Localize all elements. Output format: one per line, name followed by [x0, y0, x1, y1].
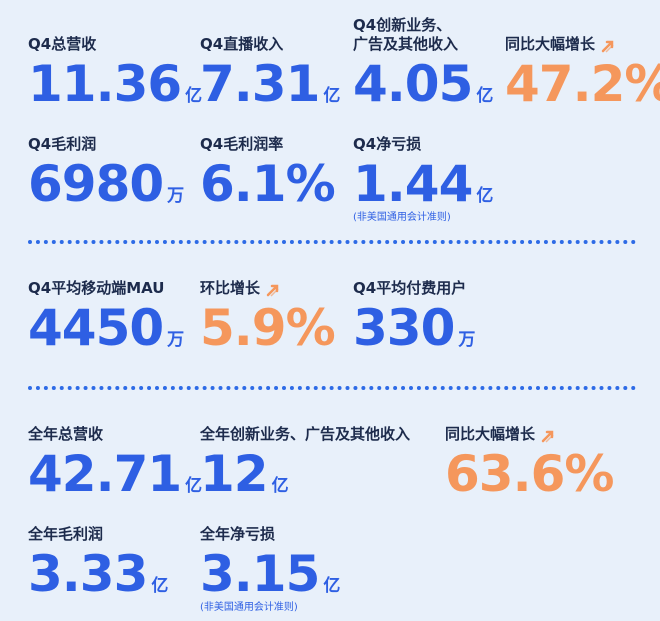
metric-label: 同比大幅增长 — [445, 425, 557, 444]
metric-value: 42.71 — [28, 445, 182, 503]
value-row: 4.05 亿 — [353, 58, 493, 110]
metric-value: 5.9% — [200, 299, 336, 357]
value-row: 3.33 亿 — [28, 548, 168, 600]
metric: 全年创新业务、广告及其他收入 12 亿 — [200, 425, 410, 500]
metric: Q4平均付费用户 330 万 — [353, 279, 475, 354]
value-row: 1.44 亿 — [353, 158, 493, 210]
metric: 同比大幅增长 47.2% — [505, 35, 660, 110]
value-row: 12 亿 — [200, 448, 289, 500]
dotted-separator — [28, 386, 636, 390]
metric: 同比大幅增长 63.6% — [445, 425, 614, 503]
metric-label: Q4净亏损 — [353, 135, 421, 154]
metric: Q4毛利润 6980 万 — [28, 135, 184, 210]
label-line: Q4直播收入 — [200, 35, 284, 53]
metric-label: Q4毛利润率 — [200, 135, 283, 154]
label-line: Q4总营收 — [28, 35, 97, 53]
metric-unit: 亿 — [271, 476, 289, 496]
metric-value: 11.36 — [28, 55, 182, 113]
metric: 全年净亏损 3.15 亿 (非美国通用会计准则) — [200, 525, 340, 613]
dotted-separator — [28, 240, 636, 244]
metric-value: 63.6% — [445, 445, 614, 503]
value-row: 4450 万 — [28, 302, 184, 354]
value-row: 47.2% — [505, 58, 660, 110]
label-line: Q4平均移动端MAU — [28, 279, 165, 297]
metric: Q4总营收 11.36 亿 — [28, 35, 202, 110]
metric-unit: 亿 — [185, 86, 203, 106]
metric: Q4直播收入 7.31 亿 — [200, 35, 340, 110]
metric-label: 全年创新业务、广告及其他收入 — [200, 425, 410, 444]
value-row: 6.1% — [200, 155, 336, 213]
up-arrow-icon — [601, 40, 614, 53]
metric-unit: 万 — [167, 186, 185, 206]
up-arrow-icon — [266, 284, 279, 297]
metric-unit: 亿 — [476, 86, 494, 106]
label-line: 同比大幅增长 — [445, 425, 536, 443]
metric: 全年毛利润 3.33 亿 — [28, 525, 168, 600]
value-row: 11.36 亿 — [28, 58, 202, 110]
value-row: 42.71 亿 — [28, 448, 202, 500]
metric-unit: 亿 — [323, 86, 341, 106]
label-line: 环比增长 — [200, 279, 261, 297]
metric-value: 12 — [200, 445, 269, 503]
metric-unit: 亿 — [476, 186, 494, 206]
metric: 环比增长 5.9% — [200, 279, 336, 357]
metric-value: 3.33 — [28, 545, 148, 603]
metric-unit: 万 — [458, 330, 476, 350]
metric: Q4平均移动端MAU 4450 万 — [28, 279, 184, 354]
metric-value: 3.15 — [200, 545, 320, 603]
metric-value: 47.2% — [505, 55, 660, 113]
metric-value: 4.05 — [353, 55, 473, 113]
label-line: Q4毛利润 — [28, 135, 97, 153]
value-row: 5.9% — [200, 299, 336, 357]
metric-value: 6.1% — [200, 155, 336, 213]
metric-label: Q4创新业务、 广告及其他收入 — [353, 16, 458, 54]
value-row: 7.31 亿 — [200, 58, 340, 110]
metric: Q4净亏损 1.44 亿 (非美国通用会计准则) — [353, 135, 493, 223]
label-line: 全年创新业务、广告及其他收入 — [200, 425, 411, 443]
up-arrow-icon — [541, 430, 554, 443]
label-line: Q4净亏损 — [353, 135, 422, 153]
metric-value: 1.44 — [353, 155, 473, 213]
metric-value: 4450 — [28, 299, 164, 357]
value-row: 330 万 — [353, 302, 475, 354]
value-row: 63.6% — [445, 445, 614, 503]
metric-note: (非美国通用会计准则) — [353, 212, 451, 223]
label-line: Q4创新业务、 — [353, 16, 452, 34]
metric-label: Q4直播收入 — [200, 35, 283, 54]
metric-unit: 亿 — [151, 576, 169, 596]
metric-label: 全年净亏损 — [200, 525, 275, 544]
metric-label: 全年毛利润 — [28, 525, 103, 544]
metric-label: Q4毛利润 — [28, 135, 96, 154]
metric-label: Q4平均移动端MAU — [28, 279, 164, 298]
label-line: 全年净亏损 — [200, 525, 276, 543]
metric: Q4毛利润率 6.1% — [200, 135, 336, 213]
metric: 全年总营收 42.71 亿 — [28, 425, 202, 500]
metric-label: Q4平均付费用户 — [353, 279, 466, 298]
metric-label: 同比大幅增长 — [505, 35, 617, 54]
value-row: 3.15 亿 — [200, 548, 340, 600]
metric-unit: 亿 — [323, 576, 341, 596]
metric-label: 环比增长 — [200, 279, 282, 298]
metric-label: Q4总营收 — [28, 35, 96, 54]
metric-value: 7.31 — [200, 55, 320, 113]
label-line: 全年总营收 — [28, 425, 104, 443]
label-line: 同比大幅增长 — [505, 35, 596, 53]
metric-note: (非美国通用会计准则) — [200, 602, 298, 613]
metric-label: 全年总营收 — [28, 425, 103, 444]
metric: Q4创新业务、 广告及其他收入 4.05 亿 — [353, 16, 493, 110]
label-line: Q4毛利润率 — [200, 135, 284, 153]
label-line: 广告及其他收入 — [353, 35, 459, 53]
metric-unit: 万 — [167, 330, 185, 350]
label-line: 全年毛利润 — [28, 525, 104, 543]
value-row: 6980 万 — [28, 158, 184, 210]
metric-value: 330 — [353, 299, 455, 357]
label-line: Q4平均付费用户 — [353, 279, 467, 297]
metric-value: 6980 — [28, 155, 164, 213]
metric-unit: 亿 — [185, 476, 203, 496]
